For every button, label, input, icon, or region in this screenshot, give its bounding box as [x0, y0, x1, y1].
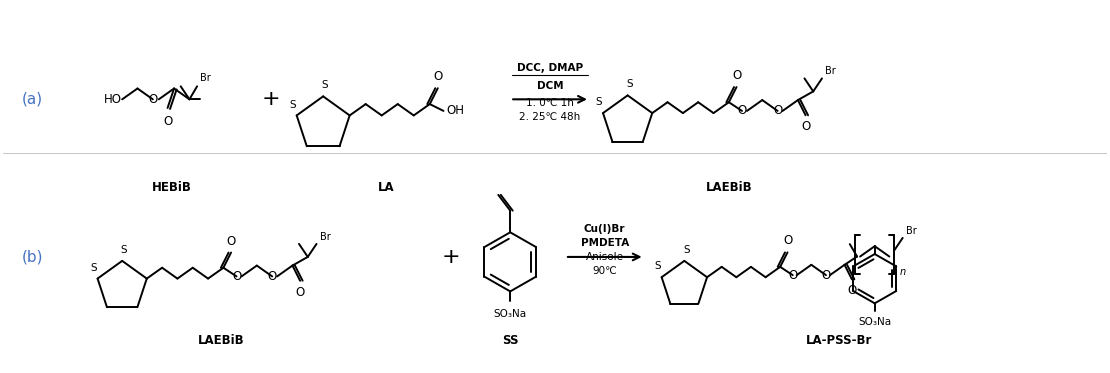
Text: Cu(I)Br: Cu(I)Br [584, 224, 626, 234]
Text: DCM: DCM [537, 81, 564, 91]
Text: OH: OH [446, 104, 464, 117]
Text: (b): (b) [22, 250, 43, 264]
Text: O: O [847, 284, 857, 297]
Text: 1. 0℃ 1h: 1. 0℃ 1h [526, 98, 574, 108]
Text: DCC, DMAP: DCC, DMAP [517, 63, 583, 73]
Text: O: O [232, 270, 241, 283]
Text: Anisole: Anisole [586, 252, 624, 262]
Text: S: S [121, 245, 128, 255]
Text: LAEBiB: LAEBiB [706, 182, 753, 194]
Text: S: S [322, 81, 329, 90]
Text: 90℃: 90℃ [593, 266, 617, 276]
Text: LA: LA [377, 182, 394, 194]
Text: Br: Br [320, 232, 331, 242]
Text: LAEBiB: LAEBiB [199, 334, 245, 347]
Text: S: S [655, 261, 660, 271]
Text: S: S [596, 97, 603, 107]
Text: S: S [90, 263, 97, 273]
Text: O: O [801, 120, 810, 133]
Text: Br: Br [200, 73, 211, 83]
Text: O: O [433, 70, 443, 83]
Text: O: O [149, 93, 158, 106]
Text: O: O [737, 104, 747, 117]
Text: S: S [683, 245, 689, 255]
Text: Br: Br [906, 226, 917, 236]
Text: SO₃Na: SO₃Na [858, 317, 891, 327]
Text: O: O [163, 115, 172, 128]
Text: SS: SS [502, 334, 518, 347]
Text: O: O [268, 270, 276, 283]
Text: PMDETA: PMDETA [581, 238, 629, 248]
Text: HEBiB: HEBiB [152, 182, 192, 194]
Text: O: O [783, 235, 793, 247]
Text: O: O [821, 269, 830, 282]
Text: n: n [899, 267, 906, 277]
Text: Br: Br [825, 66, 836, 76]
Text: LA-PSS-Br: LA-PSS-Br [806, 334, 871, 347]
Text: S: S [626, 79, 633, 90]
Text: O: O [731, 69, 741, 82]
Text: O: O [788, 269, 797, 282]
Text: O: O [295, 286, 305, 299]
Text: (a): (a) [22, 92, 43, 107]
Text: O: O [773, 104, 783, 117]
Text: O: O [226, 235, 235, 248]
Text: S: S [290, 100, 296, 110]
Text: HO: HO [104, 93, 122, 106]
Text: +: + [441, 247, 460, 267]
Text: 2. 25℃ 48h: 2. 25℃ 48h [519, 112, 581, 122]
Text: +: + [262, 89, 281, 109]
Text: SO₃Na: SO₃Na [494, 309, 527, 319]
